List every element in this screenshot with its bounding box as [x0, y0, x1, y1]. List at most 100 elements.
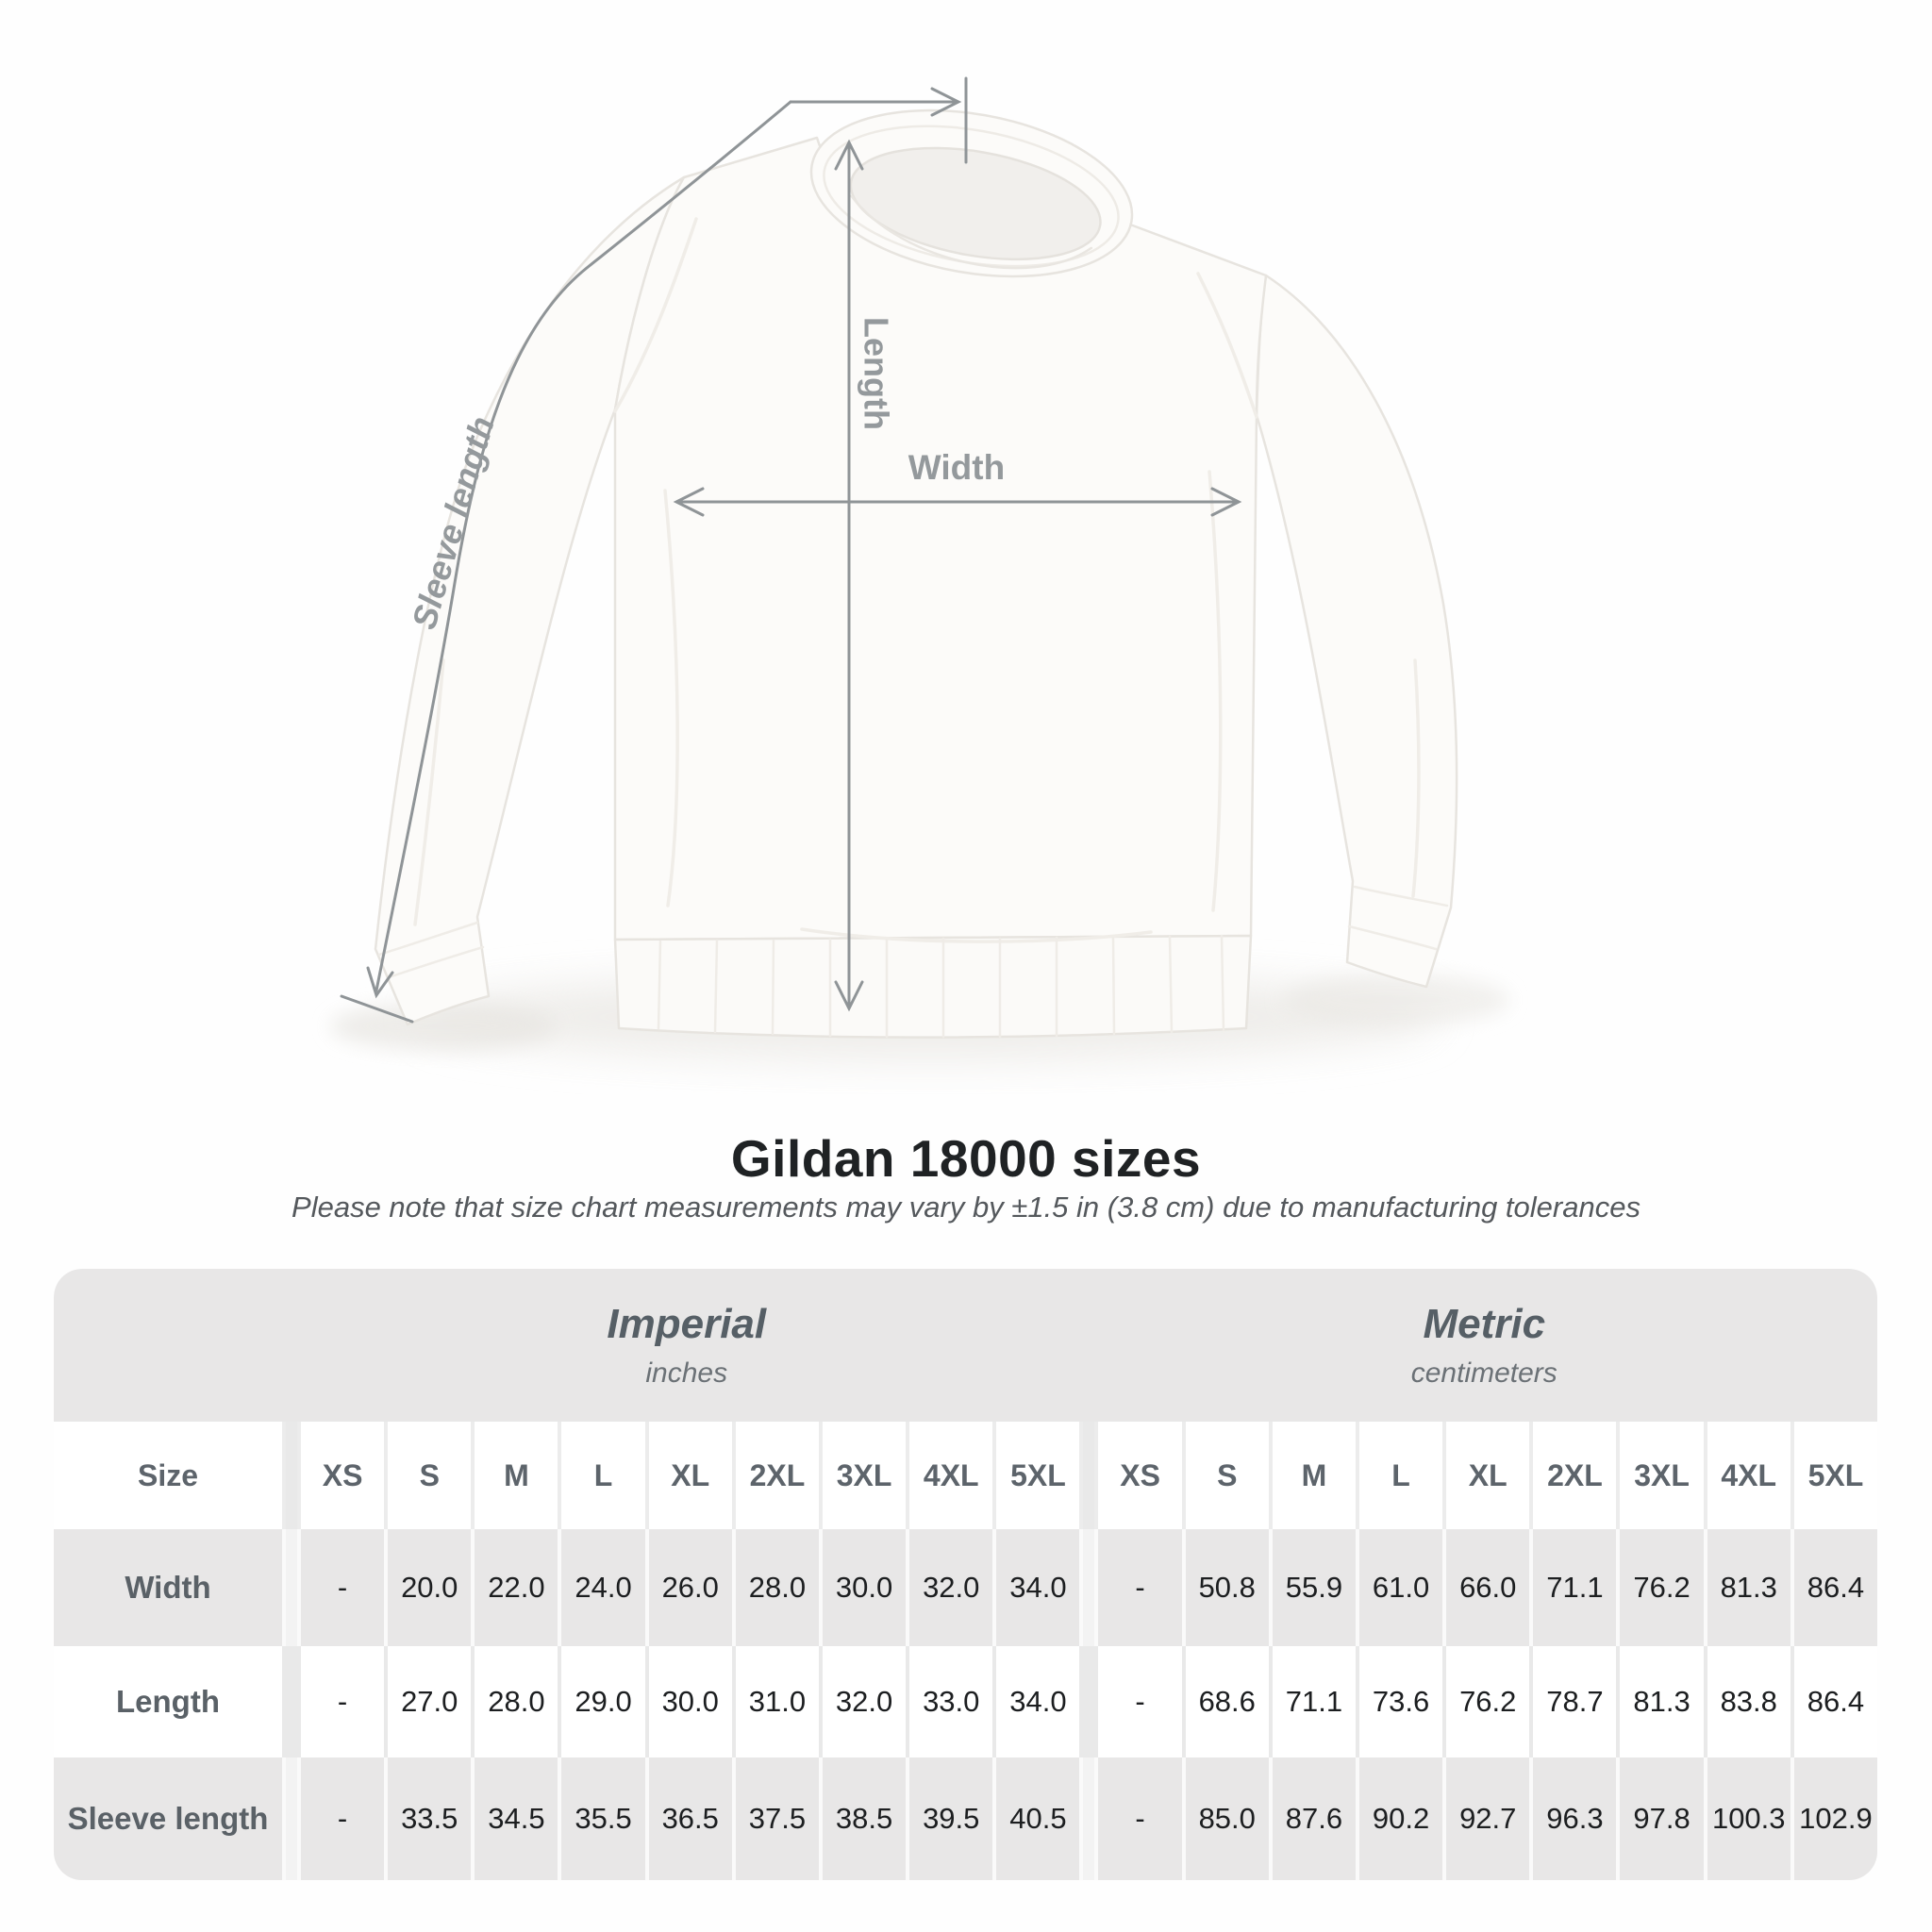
column-spacer — [286, 1757, 297, 1880]
size-col-header: XL — [648, 1422, 732, 1529]
table-cell: 22.0 — [475, 1529, 558, 1646]
size-col-header: S — [388, 1422, 472, 1529]
table-cell: - — [1098, 1529, 1182, 1646]
table-cell: - — [1098, 1757, 1182, 1880]
table-cell: 35.5 — [561, 1757, 645, 1880]
table-cell: 31.0 — [735, 1646, 819, 1757]
size-col-header: 2XL — [735, 1422, 819, 1529]
size-col-header: L — [561, 1422, 645, 1529]
table-cell: 83.8 — [1707, 1646, 1790, 1757]
table-cell: 76.2 — [1446, 1646, 1530, 1757]
metric-group-header: Metric centimeters — [1091, 1301, 1878, 1390]
table-cell: 90.2 — [1358, 1757, 1443, 1880]
table-cell: 30.0 — [648, 1646, 732, 1757]
table-cell: - — [301, 1757, 385, 1880]
table-cell: 86.4 — [1793, 1646, 1877, 1757]
column-spacer — [1083, 1529, 1095, 1646]
size-col-header: 5XL — [1793, 1422, 1877, 1529]
row-label: Width — [54, 1529, 282, 1646]
table-cell: 86.4 — [1793, 1529, 1877, 1646]
table-cell: 85.0 — [1185, 1757, 1269, 1880]
size-col-header: XS — [301, 1422, 385, 1529]
size-table: Imperial inches Metric centimeters Size … — [54, 1269, 1877, 1880]
table-cell: 50.8 — [1185, 1529, 1269, 1646]
table-cell: 33.0 — [909, 1646, 993, 1757]
table-cell: 78.7 — [1533, 1646, 1617, 1757]
table-cell: 97.8 — [1620, 1757, 1704, 1880]
table-cell: 39.5 — [909, 1757, 993, 1880]
table-cell: 102.9 — [1793, 1757, 1877, 1880]
table-cell: 37.5 — [735, 1757, 819, 1880]
table-cell: - — [301, 1529, 385, 1646]
length-measure-label: Length — [857, 317, 895, 430]
size-col-header: XS — [1098, 1422, 1182, 1529]
table-cell: 28.0 — [735, 1529, 819, 1646]
table-row-sleeve-length: Sleeve length - 33.5 34.5 35.5 36.5 37.5… — [54, 1757, 1877, 1880]
size-col-header: 4XL — [909, 1422, 993, 1529]
column-spacer — [286, 1529, 297, 1646]
size-header: Size — [54, 1422, 282, 1529]
table-cell: 20.0 — [388, 1529, 472, 1646]
size-col-header: 3XL — [1620, 1422, 1704, 1529]
column-spacer — [286, 1422, 297, 1529]
table-cell: 87.6 — [1272, 1757, 1356, 1880]
sweatshirt-image — [374, 108, 1458, 1039]
width-measure-label: Width — [908, 448, 1005, 487]
length-line — [834, 139, 864, 1012]
table-cell: 92.7 — [1446, 1757, 1530, 1880]
column-spacer — [1083, 1646, 1095, 1757]
table-cell: 76.2 — [1620, 1529, 1704, 1646]
column-spacer — [286, 1646, 297, 1757]
table-cell: 100.3 — [1707, 1757, 1790, 1880]
table-cell: 34.0 — [996, 1646, 1080, 1757]
size-col-header: M — [1272, 1422, 1356, 1529]
product-diagram: Length Width Sleeve length — [330, 76, 1509, 1060]
sleeve-length-line — [340, 76, 968, 1024]
size-col-header: XL — [1446, 1422, 1530, 1529]
table-row-length: Length - 27.0 28.0 29.0 30.0 31.0 32.0 3… — [54, 1646, 1877, 1757]
table-cell: 32.0 — [822, 1646, 907, 1757]
row-label: Sleeve length — [54, 1757, 282, 1880]
column-spacer — [1083, 1757, 1095, 1880]
table-cell: 34.0 — [996, 1529, 1080, 1646]
table-cell: 66.0 — [1446, 1529, 1530, 1646]
size-col-header: L — [1358, 1422, 1443, 1529]
size-col-header: 5XL — [996, 1422, 1080, 1529]
imperial-label: Imperial — [607, 1301, 767, 1347]
column-spacer — [1083, 1422, 1095, 1529]
table-cell: 40.5 — [996, 1757, 1080, 1880]
table-cell: 24.0 — [561, 1529, 645, 1646]
size-header-row: Size XS S M L XL 2XL 3XL 4XL 5XL XS S M … — [54, 1422, 1877, 1529]
page-title: Gildan 18000 sizes — [730, 1129, 1202, 1188]
size-col-header: M — [475, 1422, 558, 1529]
table-cell: 38.5 — [822, 1757, 907, 1880]
unit-band: Imperial inches Metric centimeters — [54, 1269, 1877, 1422]
metric-sublabel: centimeters — [1410, 1357, 1557, 1389]
table-cell: 32.0 — [909, 1529, 993, 1646]
table-cell: 26.0 — [648, 1529, 732, 1646]
table-cell: 34.5 — [475, 1757, 558, 1880]
table-cell: 27.0 — [388, 1646, 472, 1757]
size-col-header: 4XL — [1707, 1422, 1790, 1529]
table-cell: 61.0 — [1358, 1529, 1443, 1646]
table-cell: - — [301, 1646, 385, 1757]
measurement-annotations — [340, 76, 1242, 1024]
table-row-width: Width - 20.0 22.0 24.0 26.0 28.0 30.0 32… — [54, 1529, 1877, 1646]
table-cell: - — [1098, 1646, 1182, 1757]
table-cell: 96.3 — [1533, 1757, 1617, 1880]
table-cell: 36.5 — [648, 1757, 732, 1880]
tolerance-note: Please note that size chart measurements… — [291, 1191, 1641, 1224]
table-cell: 81.3 — [1620, 1646, 1704, 1757]
table-cell: 33.5 — [388, 1757, 472, 1880]
table-cell: 81.3 — [1707, 1529, 1790, 1646]
table-cell: 28.0 — [475, 1646, 558, 1757]
table-cell: 30.0 — [822, 1529, 907, 1646]
table-cell: 71.1 — [1533, 1529, 1617, 1646]
metric-label: Metric — [1423, 1301, 1546, 1347]
imperial-group-header: Imperial inches — [293, 1301, 1080, 1390]
width-line — [673, 487, 1242, 517]
table-cell: 68.6 — [1185, 1646, 1269, 1757]
table-cell: 71.1 — [1272, 1646, 1356, 1757]
table-cell: 73.6 — [1358, 1646, 1443, 1757]
